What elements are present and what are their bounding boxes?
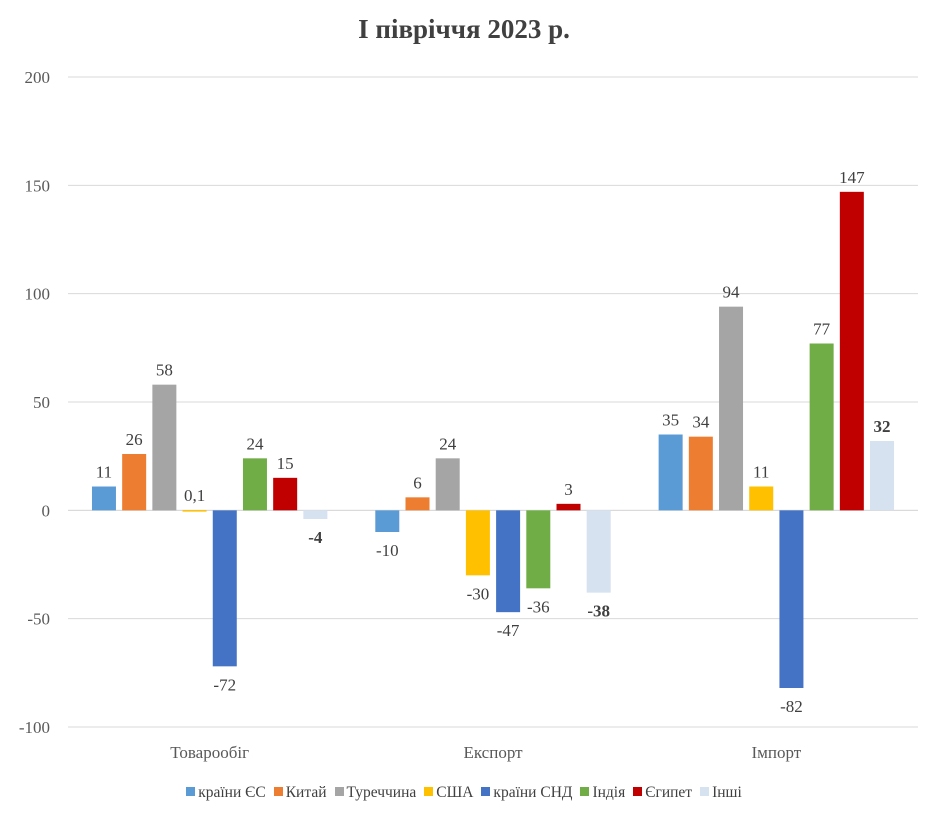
data-label: 3	[564, 480, 573, 499]
bar	[809, 343, 834, 511]
bar	[375, 510, 400, 532]
legend-item: Китай	[273, 784, 327, 802]
data-label: 77	[813, 320, 831, 339]
bar	[405, 497, 430, 511]
legend-swatch	[633, 787, 643, 796]
bar	[496, 510, 521, 613]
y-tick-label: 50	[33, 393, 50, 412]
bar	[870, 441, 895, 511]
legend-item: країни СНД	[481, 784, 572, 802]
bar	[435, 458, 460, 511]
data-label: -4	[308, 528, 323, 547]
data-label: -72	[213, 675, 236, 694]
bar	[779, 510, 804, 688]
bar	[465, 510, 490, 576]
x-category-label: Товарообіг	[170, 743, 249, 762]
y-tick-label: -100	[19, 718, 50, 737]
data-labels: 11 26 58 0,1 -72 24 15 -4 -10 6 24 -30 -47 -36 3 -38 35 3…	[96, 168, 891, 716]
bar	[839, 191, 864, 511]
bar	[586, 510, 611, 593]
bar	[273, 477, 298, 511]
legend-label: США	[436, 784, 474, 801]
legend-label: країни СНД	[493, 784, 573, 801]
legend-item: країни ЄС	[186, 784, 266, 802]
bar	[212, 510, 237, 667]
bars	[91, 191, 895, 688]
bar	[182, 510, 207, 512]
legend-item: Інші	[700, 784, 742, 802]
legend-swatch	[186, 787, 196, 796]
legend-item: Туреччина	[334, 784, 417, 802]
legend-label: Індія	[592, 784, 626, 801]
legend-swatch	[700, 787, 710, 796]
bar	[303, 510, 328, 519]
data-label: 32	[874, 417, 891, 436]
legend-label: країни ЄС	[198, 784, 266, 801]
legend-item: Індія	[580, 784, 625, 802]
data-label: 24	[246, 434, 264, 453]
data-label: 26	[126, 430, 143, 449]
bar	[122, 454, 147, 511]
bar	[242, 458, 267, 511]
data-label: 147	[839, 168, 865, 187]
y-tick-label: -50	[27, 610, 50, 629]
axis-labels: 200 150 100 50 0 -50 -100 Товарообіг Експорт Імпо…	[19, 68, 802, 762]
y-tick-label: 0	[42, 501, 51, 520]
legend-swatch	[273, 787, 283, 796]
data-label: -36	[527, 597, 550, 616]
data-label: -47	[497, 621, 520, 640]
legend-swatch	[424, 787, 434, 796]
legend-label: Китай	[285, 784, 327, 801]
data-label: -38	[587, 602, 610, 621]
data-label: 24	[439, 434, 457, 453]
gridlines	[68, 76, 918, 728]
legend: країни ЄС Китай Туреччина США країни СНД Інді…	[0, 784, 928, 802]
x-category-label: Експорт	[463, 743, 523, 762]
data-label: 6	[413, 473, 422, 492]
bar	[526, 510, 551, 589]
data-label: 0,1	[184, 486, 205, 505]
data-label: 11	[96, 463, 112, 482]
data-label: 15	[277, 454, 294, 473]
data-label: -82	[780, 697, 803, 716]
bar	[152, 384, 177, 511]
data-label: -30	[467, 584, 490, 603]
chart-title: І півріччя 2023 р.	[358, 14, 570, 44]
data-label: 94	[723, 283, 741, 302]
legend-swatch	[334, 787, 344, 796]
data-label: 34	[692, 413, 710, 432]
legend-item: Єгипет	[633, 784, 692, 802]
legend-label: Єгипет	[645, 784, 693, 801]
legend-item: США	[424, 784, 473, 802]
legend-swatch	[580, 787, 590, 796]
bar	[688, 436, 713, 511]
y-tick-label: 100	[25, 285, 51, 304]
x-category-label: Імпорт	[751, 743, 801, 762]
legend-label: Інші	[712, 784, 742, 801]
bar	[91, 486, 116, 511]
data-label: 11	[753, 463, 769, 482]
bar	[749, 486, 774, 511]
legend-label: Туреччина	[346, 784, 417, 801]
bar	[556, 503, 581, 511]
data-label: 58	[156, 361, 173, 380]
data-label: -10	[376, 541, 399, 560]
y-tick-label: 150	[25, 176, 51, 195]
bar	[719, 306, 744, 511]
y-tick-label: 200	[25, 68, 51, 87]
bar	[658, 434, 683, 511]
legend-swatch	[481, 787, 491, 796]
data-label: 35	[662, 411, 679, 430]
